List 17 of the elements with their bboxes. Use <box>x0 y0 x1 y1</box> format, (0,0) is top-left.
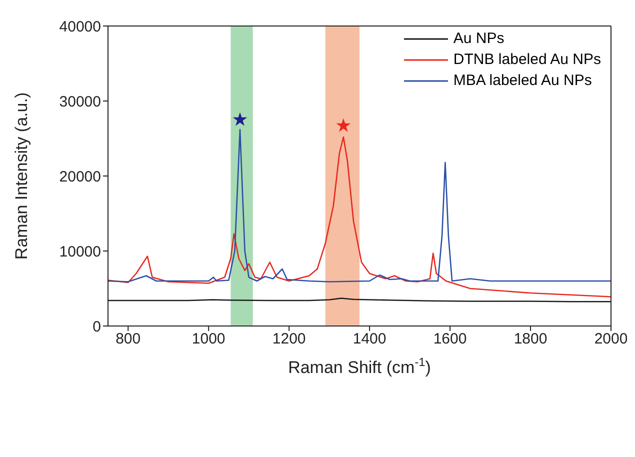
y-tick-label: 20000 <box>59 168 101 186</box>
legend-label: DTNB labeled Au NPs <box>453 50 601 70</box>
y-tick-label: 0 <box>92 318 101 336</box>
y-tick-label: 30000 <box>59 93 101 110</box>
y-axis-title: Raman Intensity (a.u.) <box>12 92 31 260</box>
legend-label: Au NPs <box>453 29 504 49</box>
x-tick-label: 1000 <box>192 330 226 348</box>
x-tick-label: 1400 <box>352 330 386 348</box>
x-tick-label: 800 <box>116 330 141 348</box>
x-tick-label: 1600 <box>433 330 467 348</box>
y-tick-label: 10000 <box>59 243 101 260</box>
x-tick-label: 1200 <box>272 330 306 348</box>
x-axis-title: Raman Shift (cm$^{-1}$) <box>288 355 431 377</box>
legend-label: MBA labeled Au NPs <box>453 71 592 91</box>
x-tick-label: 2000 <box>594 330 628 348</box>
x-tick-label: 1800 <box>514 330 548 348</box>
y-tick-label: 40000 <box>59 18 101 36</box>
